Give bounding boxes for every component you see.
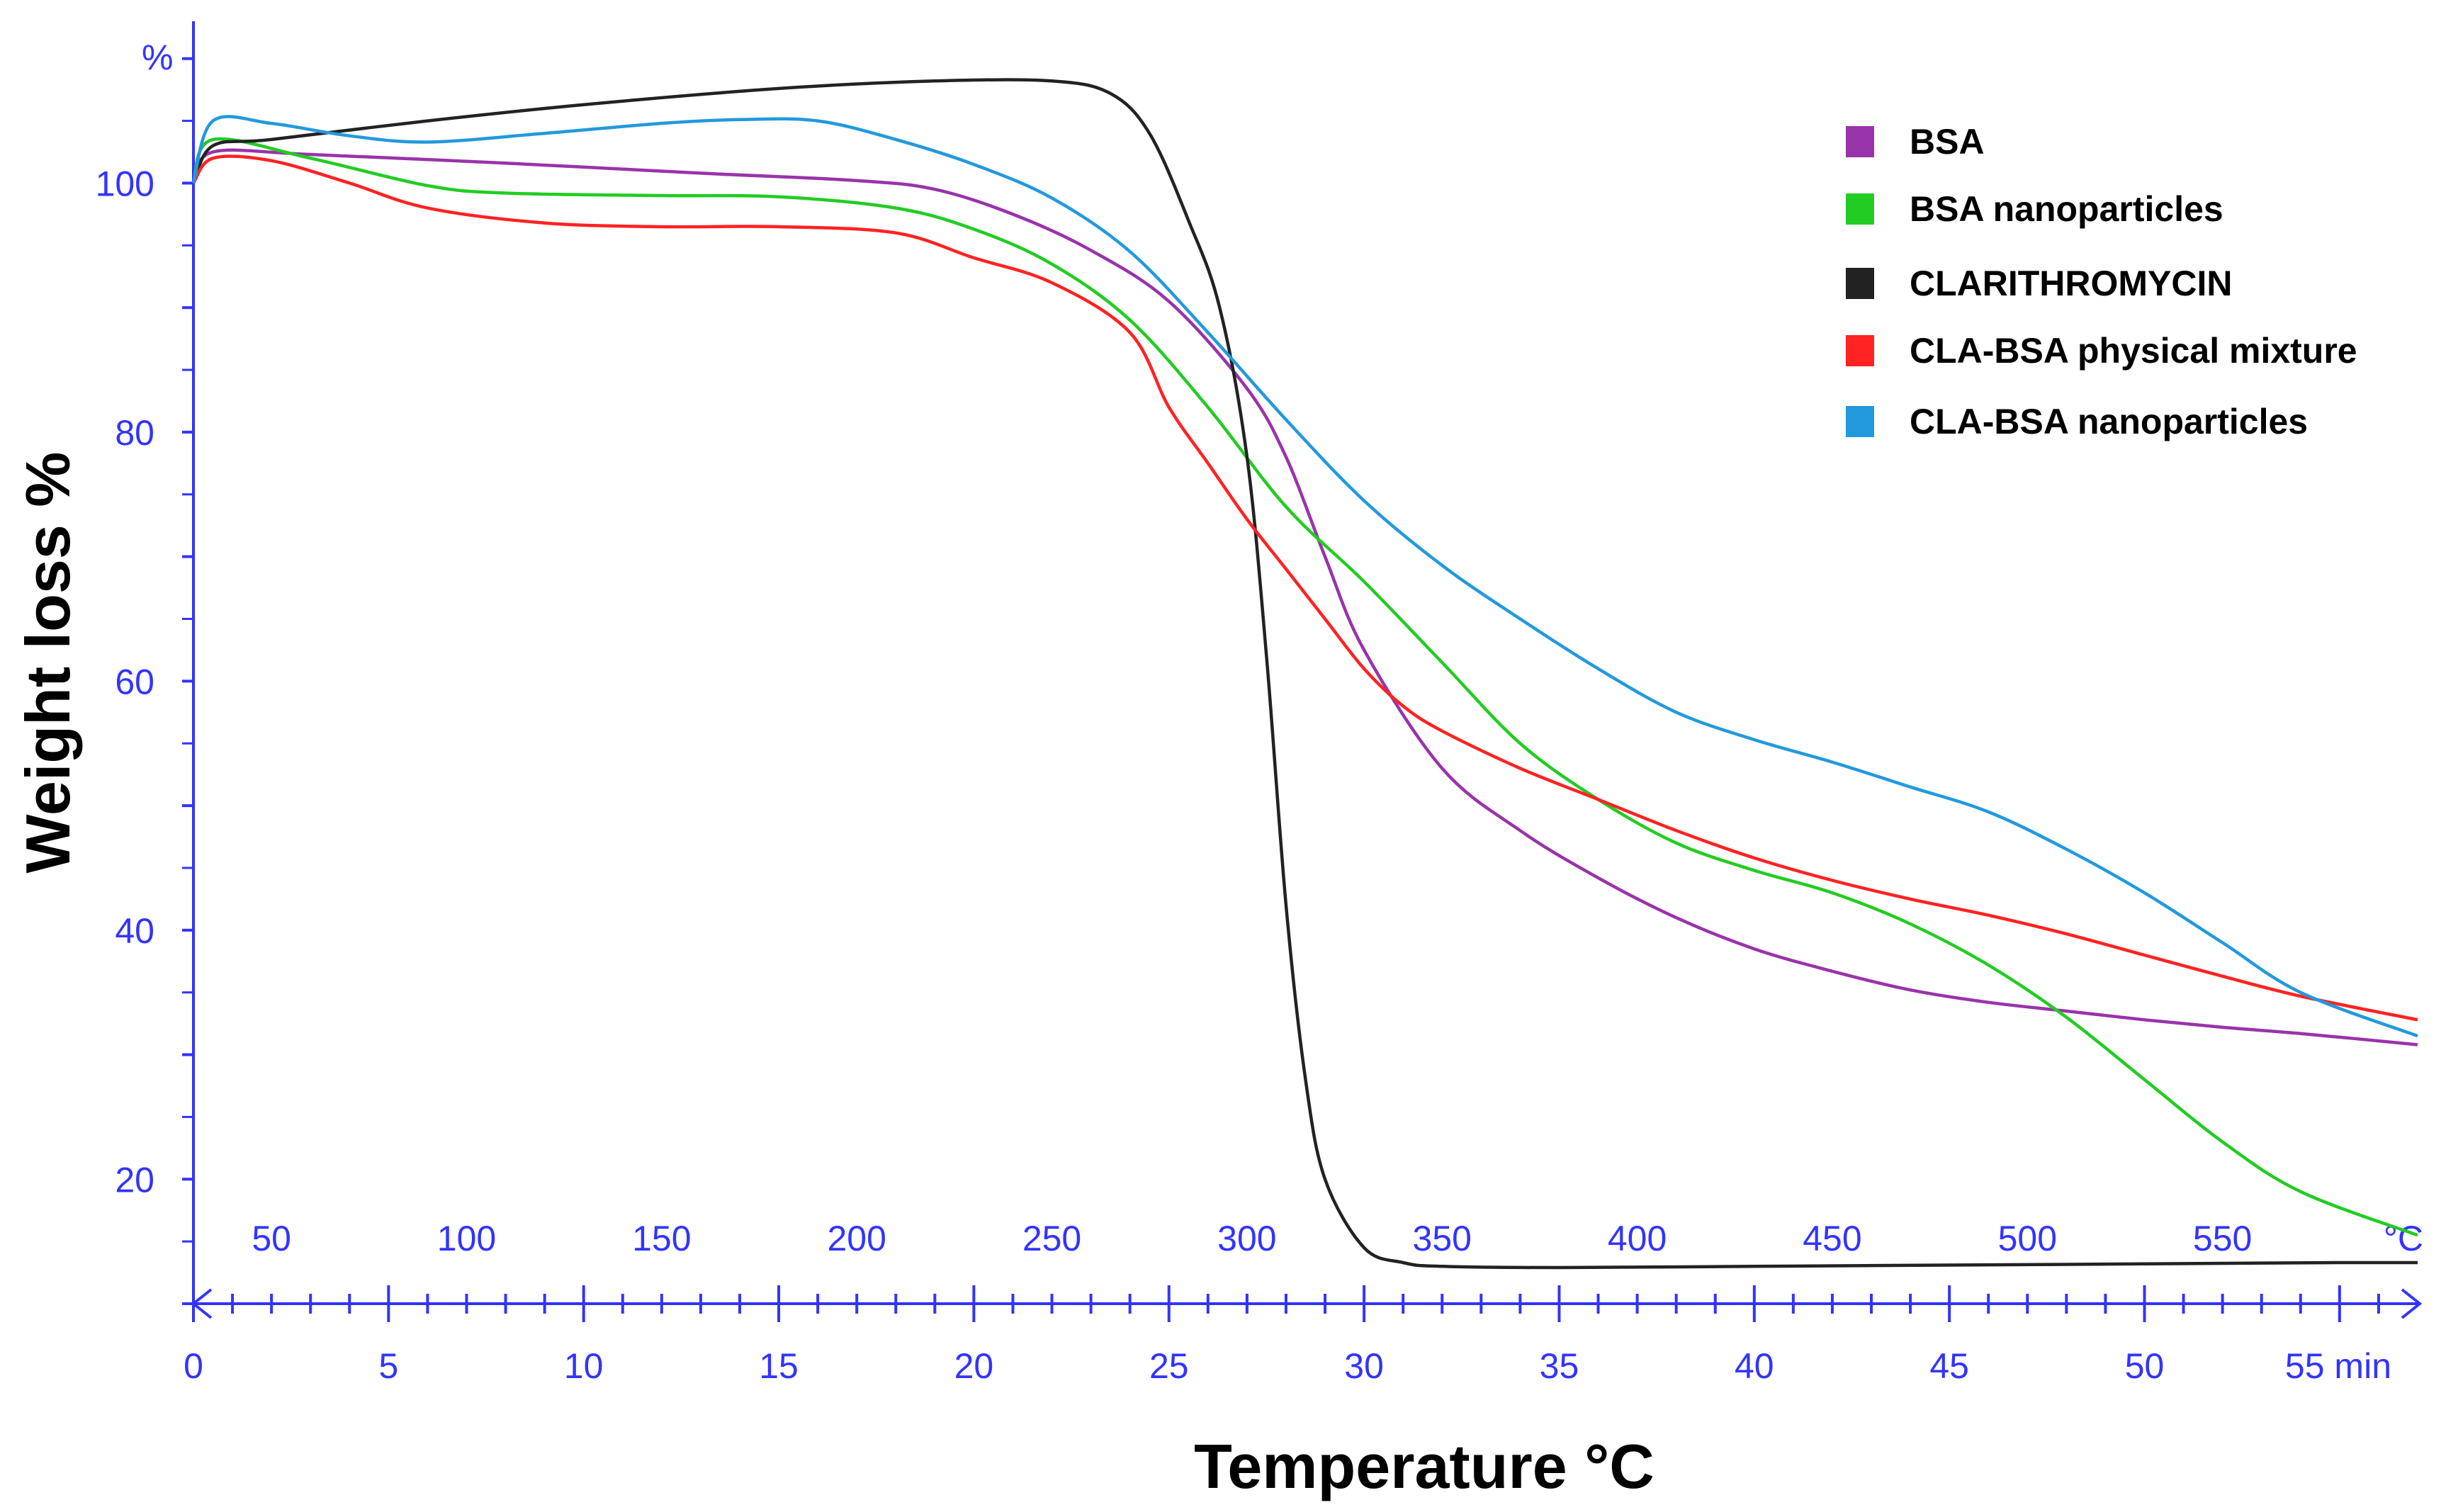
temp-tick-label: 300 — [1217, 1219, 1276, 1258]
temp-tick-label: 50 — [252, 1219, 291, 1258]
x-axis-right-arrow — [2401, 1288, 2423, 1319]
temp-tick-label: 150 — [632, 1219, 691, 1258]
temp-tick-label: 250 — [1022, 1219, 1081, 1258]
x-axis-title: Temperature °C — [1194, 1431, 1654, 1501]
y-unit-label: % — [142, 38, 173, 77]
series-line-4 — [192, 154, 2418, 1022]
time-tick-label: 30 — [1344, 1346, 1384, 1386]
temp-tick-label: 550 — [2193, 1219, 2252, 1258]
legend-label-3: CLARITHROMYCIN — [1910, 264, 2233, 303]
legend-label-5: CLA-BSA nanoparticles — [1910, 402, 2308, 441]
series-line-2 — [191, 137, 2418, 1237]
time-tick-label: 5 — [378, 1346, 398, 1386]
legend-label-1: BSA — [1910, 122, 1985, 162]
legend-label-4: CLA-BSA physical mixture — [1910, 331, 2357, 371]
legend-swatch-4 — [1846, 335, 1874, 366]
legend-swatch-3 — [1846, 268, 1874, 299]
time-unit-label: 55 min — [2285, 1346, 2391, 1386]
legend-swatch-1 — [1846, 126, 1874, 157]
x-tick-marks: 0 5 10 15 20 25 30 35 40 45 50 50 100 150 200 250 300 350… — [184, 1219, 2380, 1386]
series-line-5 — [191, 115, 2418, 1038]
time-tick-label: 35 — [1540, 1346, 1579, 1386]
temp-tick-label: 200 — [827, 1219, 886, 1258]
y-tick-label: 20 — [115, 1160, 154, 1200]
time-tick-label: 10 — [564, 1346, 604, 1386]
x-axis: 0 5 10 15 20 25 30 35 40 45 50 50 100 150 200 250 300 350… — [184, 1219, 2423, 1386]
temp-tick-label: 100 — [437, 1219, 496, 1258]
time-tick-label: 50 — [2125, 1346, 2165, 1386]
y-tick-label: 60 — [115, 662, 154, 701]
time-tick-label: 15 — [759, 1346, 799, 1386]
legend: BSA BSA nanoparticles CLARITHROMYCIN CLA-BS… — [1846, 122, 2357, 441]
time-tick-label: 45 — [1929, 1346, 1969, 1386]
series-line-3 — [191, 78, 2418, 1270]
temp-tick-label: 500 — [1998, 1219, 2057, 1258]
time-tick-label: 40 — [1735, 1346, 1774, 1386]
time-tick-label: 0 — [184, 1346, 203, 1386]
y-tick-label: 40 — [115, 911, 154, 951]
y-tick-marks: 20 40 60 80 100 — [96, 57, 193, 1305]
time-tick-label: 20 — [954, 1346, 994, 1386]
temp-tick-label: 350 — [1413, 1219, 1472, 1258]
legend-swatch-2 — [1846, 193, 1874, 225]
temp-tick-label: 450 — [1803, 1219, 1861, 1258]
series-lines — [191, 78, 2418, 1270]
legend-label-2: BSA nanoparticles — [1910, 189, 2223, 229]
y-tick-label: 100 — [96, 164, 154, 203]
temp-tick-label: 400 — [1608, 1219, 1667, 1258]
y-axis: 20 40 60 80 100 % — [96, 21, 195, 1305]
series-line-1 — [191, 148, 2418, 1046]
y-axis-title: Weight loss % — [13, 452, 83, 874]
time-tick-label: 25 — [1149, 1346, 1189, 1386]
y-tick-label: 80 — [115, 413, 154, 453]
legend-swatch-5 — [1846, 406, 1874, 437]
